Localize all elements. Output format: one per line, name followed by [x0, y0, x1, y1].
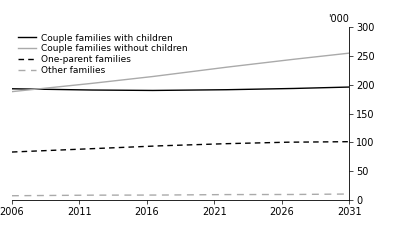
Couple families without children	[294, 58, 299, 60]
Couple families with children	[10, 87, 14, 90]
Line: One-parent families: One-parent families	[12, 142, 349, 152]
Line: Couple families with children: Couple families with children	[12, 87, 349, 91]
Other families	[209, 193, 214, 196]
Legend: Couple families with children, Couple families without children, One-parent fami: Couple families with children, Couple fa…	[16, 32, 189, 77]
Couple families without children	[209, 68, 214, 70]
Couple families with children	[217, 89, 222, 91]
Couple families with children	[210, 89, 215, 91]
One-parent families	[315, 141, 320, 143]
Line: Couple families without children: Couple families without children	[12, 53, 349, 92]
Other families	[10, 194, 14, 197]
Couple families without children	[347, 52, 352, 54]
Couple families with children	[347, 86, 352, 88]
Text: '000: '000	[328, 14, 349, 24]
Couple families without children	[216, 67, 221, 69]
Couple families with children	[11, 87, 15, 90]
Couple families without children	[210, 67, 215, 70]
Couple families with children	[316, 86, 321, 89]
Other families	[315, 193, 320, 196]
Couple families without children	[10, 90, 14, 93]
Other families	[216, 193, 221, 196]
Line: Other families: Other families	[12, 194, 349, 196]
Couple families with children	[212, 89, 216, 91]
Couple families without children	[315, 55, 320, 58]
One-parent families	[216, 143, 221, 145]
One-parent families	[10, 151, 14, 153]
Couple families with children	[295, 87, 300, 90]
One-parent families	[294, 141, 299, 143]
One-parent families	[210, 143, 215, 146]
Couple families without children	[11, 90, 15, 93]
Other families	[347, 193, 352, 195]
Couple families with children	[145, 89, 150, 92]
One-parent families	[209, 143, 214, 146]
Other families	[294, 193, 299, 196]
Other families	[210, 193, 215, 196]
Other families	[11, 194, 15, 197]
One-parent families	[11, 151, 15, 153]
One-parent families	[347, 140, 352, 143]
